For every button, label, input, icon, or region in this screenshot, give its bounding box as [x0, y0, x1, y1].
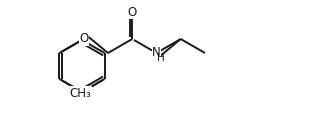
Text: O: O	[79, 33, 88, 46]
Text: H: H	[156, 53, 164, 63]
Text: CH₃: CH₃	[69, 87, 91, 99]
Text: N: N	[152, 47, 161, 59]
Text: Br: Br	[77, 87, 90, 99]
Text: O: O	[128, 6, 137, 18]
